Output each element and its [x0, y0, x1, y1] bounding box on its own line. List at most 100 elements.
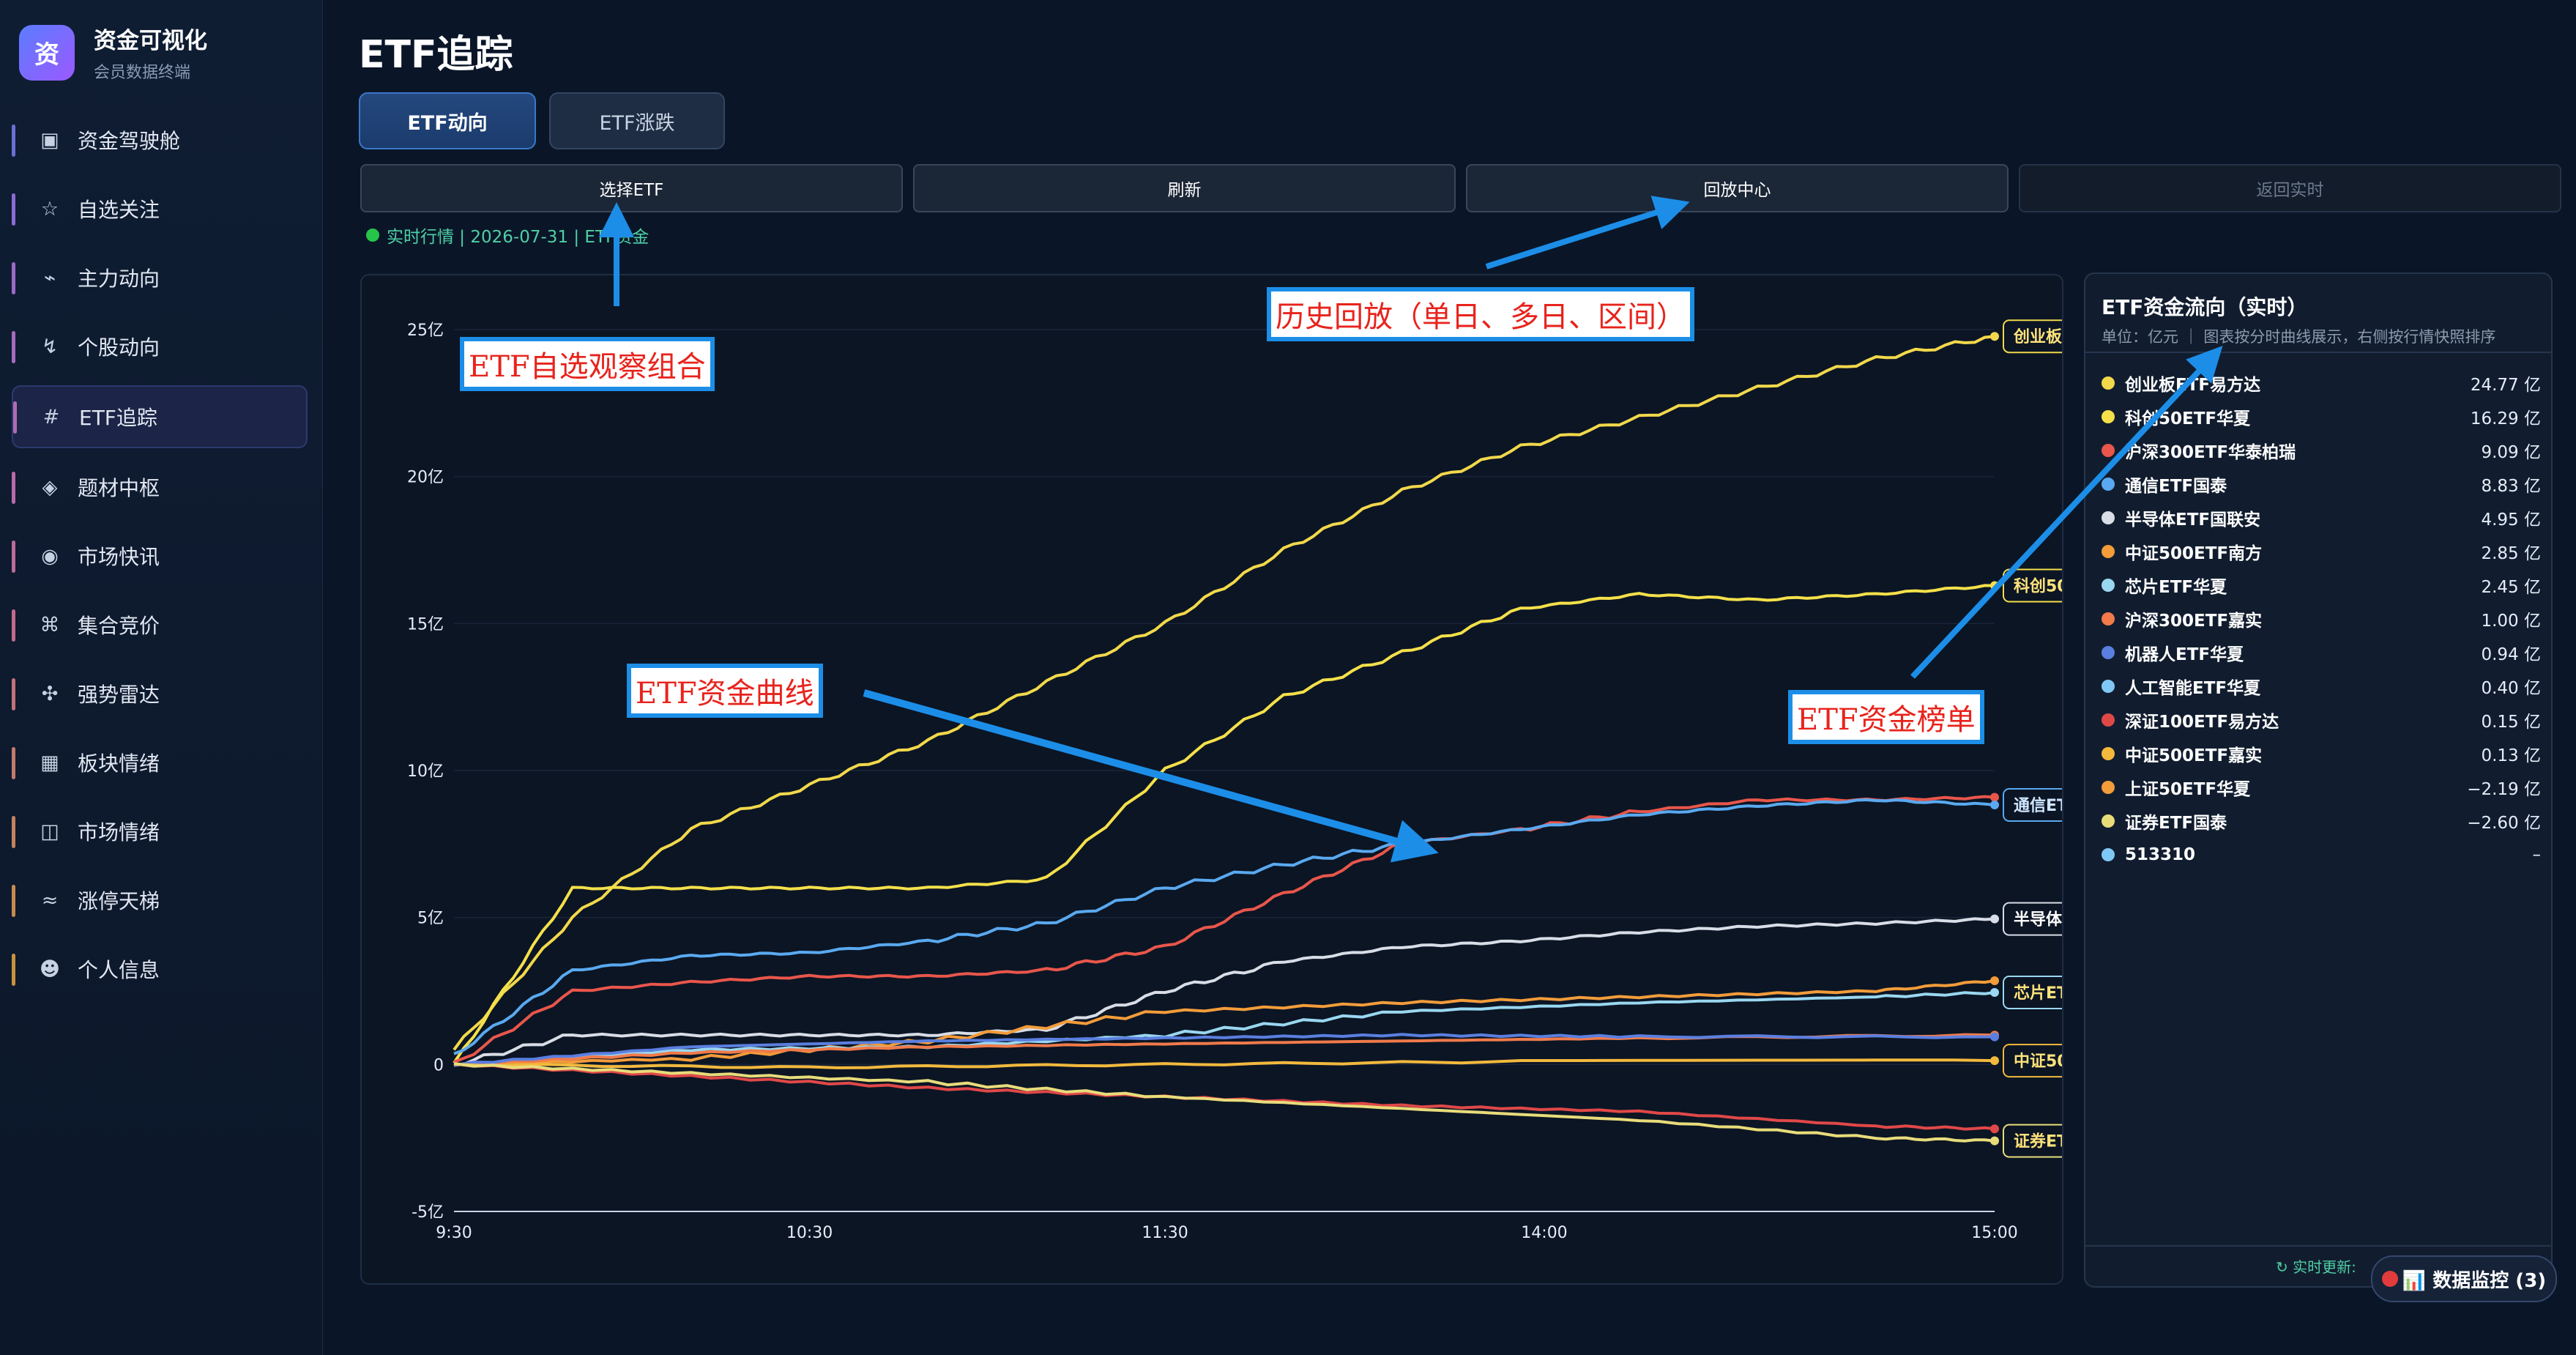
news-icon: ◉ [41, 544, 59, 568]
sidebar-item-1[interactable]: ☆ 自选关注 [12, 179, 308, 239]
data-monitor-button[interactable]: 📊 数据监控 (3) [2371, 1255, 2557, 1302]
ranking-row[interactable]: 人工智能ETF华夏 0.40 亿 [2102, 669, 2541, 703]
sidebar-item-8[interactable]: ✣ 强势雷达 [12, 664, 308, 724]
ranking-etf-value: 2.85 亿 [2481, 544, 2541, 563]
brand: 资 资金可视化 会员数据终端 [19, 22, 207, 83]
ranking-row[interactable]: 513310 – [2102, 838, 2541, 872]
auction-icon: ⌘ [40, 613, 60, 636]
series-end-point [1990, 914, 1999, 924]
ranking-etf-name: 沪深300ETF嘉实 [2125, 612, 2263, 631]
ranking-row[interactable]: 上证50ETF华夏 −2.19 亿 [2102, 771, 2541, 804]
alert-dot-icon [2381, 1271, 2398, 1287]
sidebar-item-label: 集合竞价 [78, 614, 160, 638]
ranking-etf-value: – [2532, 845, 2542, 864]
ranking-row[interactable]: 机器人ETF华夏 0.94 亿 [2102, 636, 2541, 669]
series-line [453, 1058, 1995, 1069]
theme-icon: ◈ [42, 475, 58, 499]
ranking-row[interactable]: 科创50ETF华夏 16.29 亿 [2102, 400, 2541, 434]
data-monitor-label: 📊 数据监控 (3) [2402, 1269, 2547, 1292]
y-tick-label: 20亿 [407, 469, 444, 487]
ranking-row[interactable]: 中证500ETF南方 2.85 亿 [2102, 535, 2541, 568]
series-end-point [1990, 988, 1999, 998]
sidebar-item-accent [12, 193, 15, 226]
sidebar-item-12[interactable]: ☻ 个人信息 [12, 939, 308, 999]
sidebar-item-4[interactable]: # ETF追踪 [12, 385, 308, 448]
sidebar-item-label: 个人信息 [78, 958, 160, 982]
ranking-row[interactable]: 半导体ETF国联安 4.95 亿 [2102, 501, 2541, 535]
series-line [453, 979, 1995, 1066]
ranking-etf-name: 创业板ETF易方达 [2125, 376, 2261, 395]
series-end-point [1990, 800, 1999, 809]
ranking-etf-name: 机器人ETF华夏 [2125, 645, 2244, 664]
sidebar-item-2[interactable]: ⌁ 主力动向 [12, 248, 308, 308]
x-tick-label: 15:00 [1971, 1224, 2017, 1242]
sidebar-item-accent [12, 331, 15, 363]
sidebar-item-11[interactable]: ≈ 涨停天梯 [12, 870, 308, 930]
ranking-row[interactable]: 深证100ETF易方达 0.15 亿 [2102, 703, 2541, 737]
ranking-row[interactable]: 沪深300ETF华泰柏瑞 9.09 亿 [2102, 434, 2541, 467]
ranking-etf-value: −2.60 亿 [2467, 814, 2541, 833]
tab-etf-change[interactable]: ETF涨跌 [549, 92, 725, 149]
ranking-row[interactable]: 创业板ETF易方达 24.77 亿 [2102, 366, 2541, 400]
series-end-label: 中证500ETF嘉实 +0.13 亿 [2014, 1052, 2062, 1071]
sidebar-item-9[interactable]: ▦ 板块情绪 [12, 732, 308, 792]
select-etf-button[interactable]: 选择ETF [360, 164, 903, 212]
series-color-dot-icon [2102, 612, 2115, 625]
series-line [453, 991, 1995, 1067]
ranking-etf-value: 0.13 亿 [2481, 746, 2541, 765]
ranking-row[interactable]: 通信ETF国泰 8.83 亿 [2102, 467, 2541, 501]
y-tick-label: 15亿 [407, 615, 444, 634]
sidebar-item-0[interactable]: ▣ 资金驾驶舱 [12, 110, 308, 170]
series-line [453, 1062, 1995, 1131]
y-tick-label: 10亿 [407, 762, 444, 781]
ranking-row[interactable]: 芯片ETF华夏 2.45 亿 [2102, 568, 2541, 602]
ranking-row[interactable]: 沪深300ETF嘉实 1.00 亿 [2102, 602, 2541, 636]
stock-flow-icon: ↯ [41, 335, 59, 358]
ranking-etf-name: 深证100ETF易方达 [2125, 713, 2279, 732]
series-end-label: 通信ETF国泰 +8.83 亿 [2014, 796, 2062, 815]
sidebar-item-label: 题材中枢 [78, 476, 160, 500]
sidebar-item-label: 主力动向 [78, 267, 160, 291]
sidebar-item-label: 板块情绪 [78, 751, 160, 776]
back-to-live-button[interactable]: 返回实时 [2019, 164, 2561, 212]
sidebar-item-label: 资金驾驶舱 [78, 129, 181, 153]
y-tick-label: 0 [433, 1056, 444, 1074]
tab-etf-flow[interactable]: ETF动向 [359, 92, 536, 149]
sidebar-item-10[interactable]: ◫ 市场情绪 [12, 801, 308, 861]
ladder-icon: ≈ [41, 888, 59, 912]
series-color-dot-icon [2102, 781, 2115, 794]
ranking-row[interactable]: 证券ETF国泰 −2.60 亿 [2102, 804, 2541, 838]
market-icon: ◫ [40, 820, 59, 843]
sidebar-item-accent [12, 678, 15, 710]
series-color-dot-icon [2102, 680, 2115, 693]
x-tick-label: 14:00 [1521, 1224, 1567, 1242]
sidebar-item-accent [12, 816, 15, 848]
sidebar-item-label: 涨停天梯 [78, 889, 160, 913]
chart-svg: 25亿 20亿 15亿 10亿 5亿 0 -5亿 9:30 10:30 11:30 14:00 15:… [407, 319, 2235, 1242]
brand-subtitle: 会员数据终端 [94, 64, 191, 82]
brand-title: 资金可视化 [94, 28, 207, 54]
replay-center-button[interactable]: 回放中心 [1466, 164, 2009, 212]
ranking-row[interactable]: 中证500ETF嘉实 0.13 亿 [2102, 737, 2541, 771]
ranking-etf-name: 人工智能ETF华夏 [2125, 679, 2261, 698]
sidebar-item-7[interactable]: ⌘ 集合竞价 [12, 595, 308, 655]
refresh-button[interactable]: 刷新 [913, 164, 1456, 212]
series-line [453, 1033, 1995, 1067]
series-line [453, 795, 1995, 1063]
series-end-point [1990, 1124, 1999, 1134]
series-line [453, 1033, 1995, 1067]
sidebar-item-6[interactable]: ◉ 市场快讯 [12, 526, 308, 586]
annotation-rank: ETF资金榜单 [1788, 690, 1984, 744]
annotation-select-group: ETF自选观察组合 [460, 337, 715, 391]
ranking-etf-name: 通信ETF国泰 [2125, 477, 2227, 496]
series-end-label: 创业板ETF易方达 +24.77 亿 [2013, 327, 2062, 346]
ranking-etf-value: 8.83 亿 [2481, 477, 2541, 496]
ranking-title: ETF资金流向（实时） [2102, 295, 2308, 319]
user-icon: ☻ [39, 957, 61, 981]
ranking-etf-name: 中证500ETF嘉实 [2125, 746, 2263, 765]
annotation-curve: ETF资金曲线 [627, 664, 823, 718]
ranking-etf-name: 证券ETF国泰 [2125, 814, 2227, 833]
sidebar-item-3[interactable]: ↯ 个股动向 [12, 316, 308, 376]
sidebar-item-5[interactable]: ◈ 题材中枢 [12, 457, 308, 517]
series-end-label: 半导体ETF国联安 +4.95 亿 [2014, 910, 2062, 929]
